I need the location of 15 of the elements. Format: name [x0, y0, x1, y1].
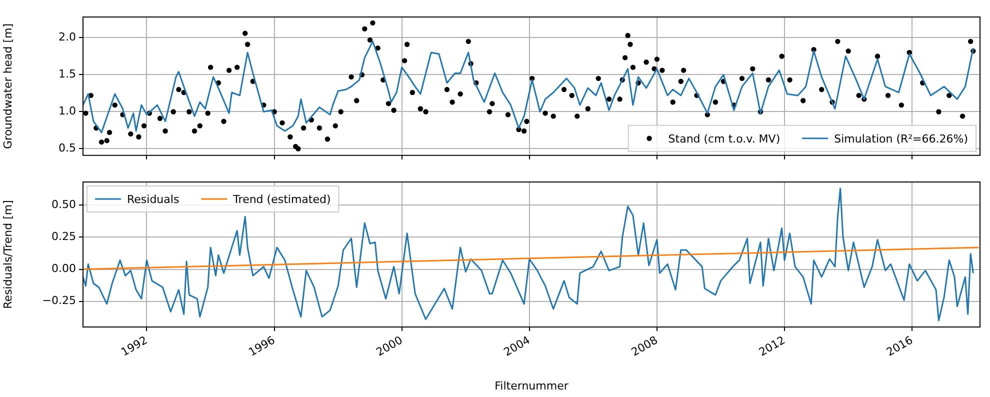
- y-axis-title: Groundwater head [m]: [1, 23, 14, 149]
- y-tick-label: 0.25: [52, 230, 76, 244]
- y-tick-label: 1.5: [58, 68, 76, 81]
- y-tick-label: 2.0: [58, 30, 76, 44]
- y-tick-label: 0.00: [52, 262, 76, 276]
- y-tick-label: −0.25: [42, 294, 76, 308]
- y-tick-label: 1.0: [58, 104, 76, 118]
- legend-label: Trend (estimated): [232, 192, 331, 206]
- legend-label: Stand (cm t.o.v. MV): [668, 132, 780, 146]
- y-axis-title: Residuals/Trend [m]: [1, 200, 14, 309]
- x-axis-title: Filternummer: [494, 379, 569, 392]
- y-tick-label: 0.50: [52, 198, 76, 211]
- legend-label: Simulation (R²=66.26%): [834, 132, 968, 146]
- legend-label: Residuals: [127, 192, 180, 206]
- y-tick-label: 0.5: [58, 142, 76, 155]
